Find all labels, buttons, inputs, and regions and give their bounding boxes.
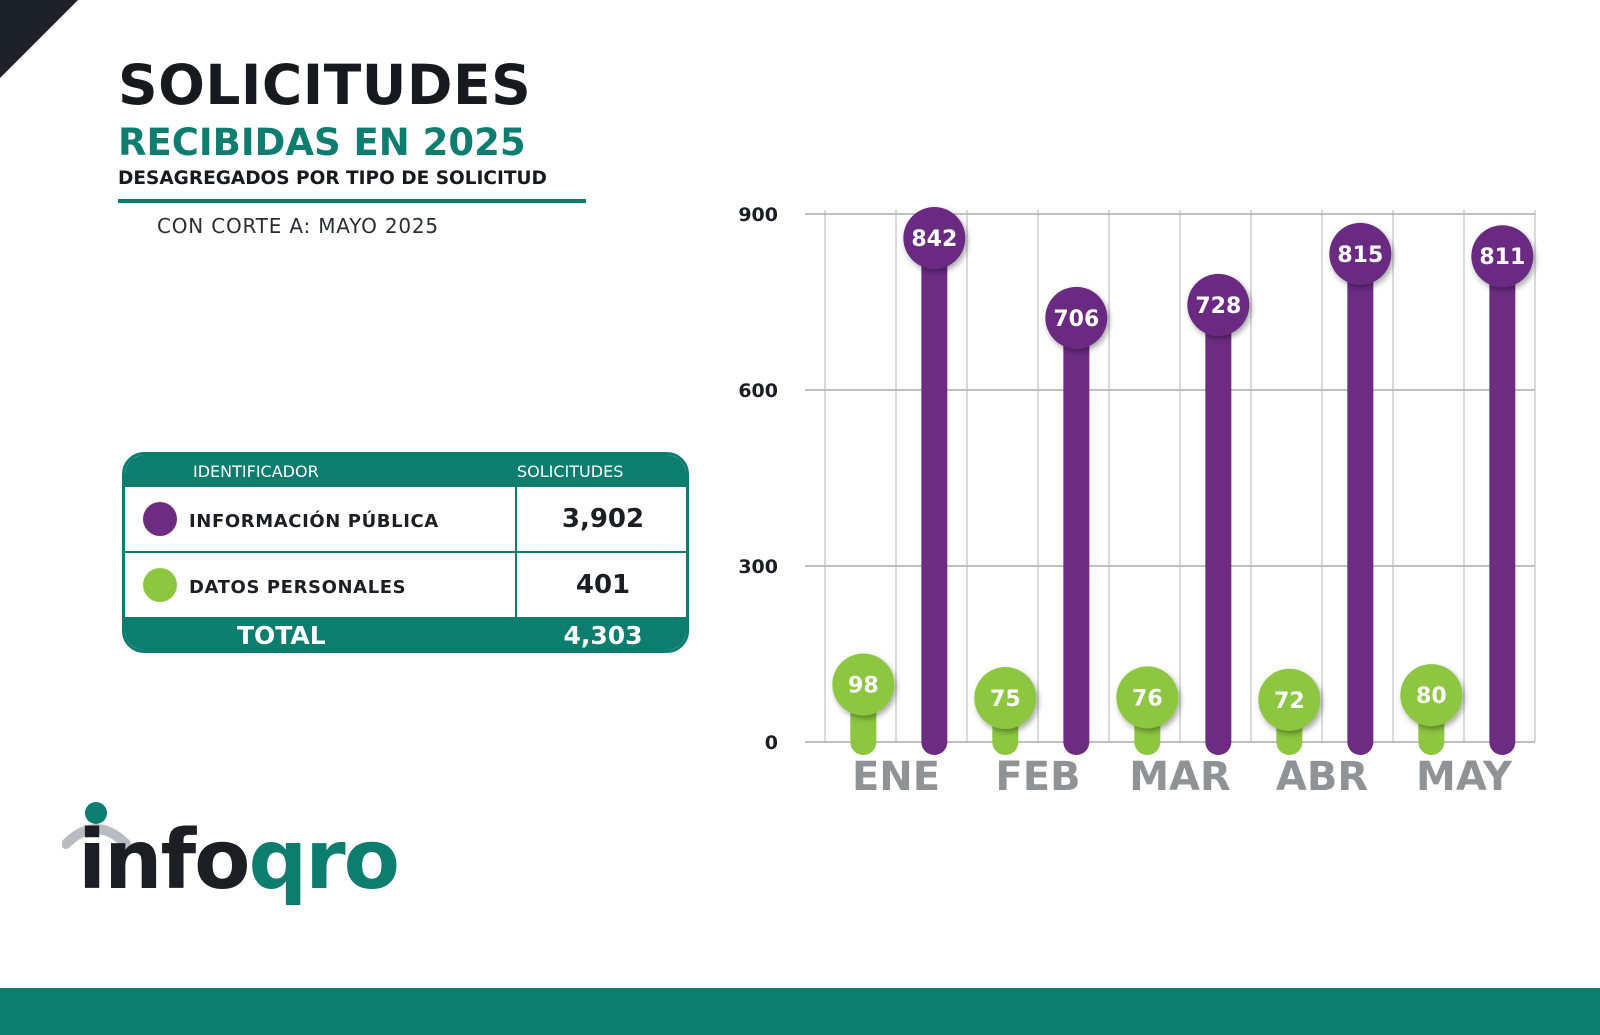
logo-person-icon	[62, 802, 131, 849]
row-value: 401	[575, 570, 631, 600]
green-dot-icon	[143, 568, 177, 602]
y-tick-label: 600	[738, 380, 778, 402]
value-bubble	[1187, 273, 1250, 336]
row-value: 3,902	[561, 504, 645, 534]
corner-decoration	[0, 0, 78, 78]
data-label: 815	[1337, 243, 1383, 268]
value-bubble	[832, 653, 895, 716]
data-label: 72	[1274, 689, 1305, 714]
x-tick-label: ABR	[1276, 754, 1368, 800]
logo-word-qro: qro	[248, 813, 400, 908]
bar	[1063, 327, 1090, 755]
summary-total-row: TOTAL 4,303	[125, 617, 686, 650]
value-bubble	[974, 667, 1037, 729]
bar	[1347, 263, 1374, 755]
cutoff-date: CON CORTE A: MAYO 2025	[157, 214, 439, 238]
y-tick-label: 0	[765, 732, 778, 754]
table-row-informacion-publica: INFORMACIÓN PÚBLICA 3,902	[125, 487, 686, 553]
value-bubble	[1258, 668, 1321, 731]
bar	[1489, 266, 1516, 755]
title-underline	[118, 199, 586, 203]
y-tick-label: 300	[738, 556, 778, 578]
summary-header: IDENTIFICADOR SOLICITUDES	[125, 455, 686, 487]
purple-dot-icon	[143, 502, 177, 536]
value-bubble	[1400, 664, 1463, 727]
data-label: 706	[1053, 307, 1099, 332]
page-title: SOLICITUDES	[118, 53, 532, 117]
data-label: 842	[911, 227, 957, 252]
header-requests: SOLICITUDES	[517, 462, 624, 481]
value-bubble	[1329, 222, 1392, 285]
row-label: DATOS PERSONALES	[189, 577, 407, 598]
page-description: DESAGREGADOS POR TIPO DE SOLICITUD	[118, 168, 547, 189]
value-bubble	[1116, 666, 1179, 729]
value-bubble	[903, 207, 966, 270]
value-bubble	[1045, 286, 1108, 349]
data-label: 811	[1479, 245, 1525, 270]
page-subtitle: RECIBIDAS EN 2025	[118, 121, 526, 164]
x-tick-label: MAR	[1129, 754, 1231, 800]
infoqro-logo: infoqro	[58, 800, 418, 920]
x-tick-label: ENE	[852, 754, 940, 800]
data-label: 80	[1416, 684, 1447, 709]
total-label: TOTAL	[237, 621, 326, 650]
header-identifier: IDENTIFICADOR	[193, 462, 319, 481]
x-tick-label: MAY	[1416, 754, 1513, 800]
value-bubble	[1471, 225, 1534, 288]
logo-word-info: info	[78, 813, 250, 908]
data-label: 728	[1195, 294, 1241, 319]
data-label: 98	[848, 674, 879, 699]
monthly-requests-chart: 0 300 600 900 98 842 75 706 76 728 72 815 80 811 ENE…	[738, 204, 1536, 800]
y-tick-label: 900	[738, 204, 778, 226]
x-tick-label: FEB	[995, 754, 1080, 800]
summary-table: IDENTIFICADOR SOLICITUDES INFORMACIÓN PÚ…	[122, 452, 689, 653]
table-row-datos-personales: DATOS PERSONALES 401	[125, 553, 686, 617]
data-label: 75	[990, 687, 1021, 712]
row-label: INFORMACIÓN PÚBLICA	[189, 511, 439, 532]
total-value: 4,303	[563, 621, 643, 650]
bar	[921, 248, 948, 755]
footer-bar	[0, 988, 1600, 1035]
logo-wordmark: infoqro	[78, 820, 400, 902]
data-label: 76	[1132, 686, 1163, 711]
bar	[1205, 314, 1232, 755]
